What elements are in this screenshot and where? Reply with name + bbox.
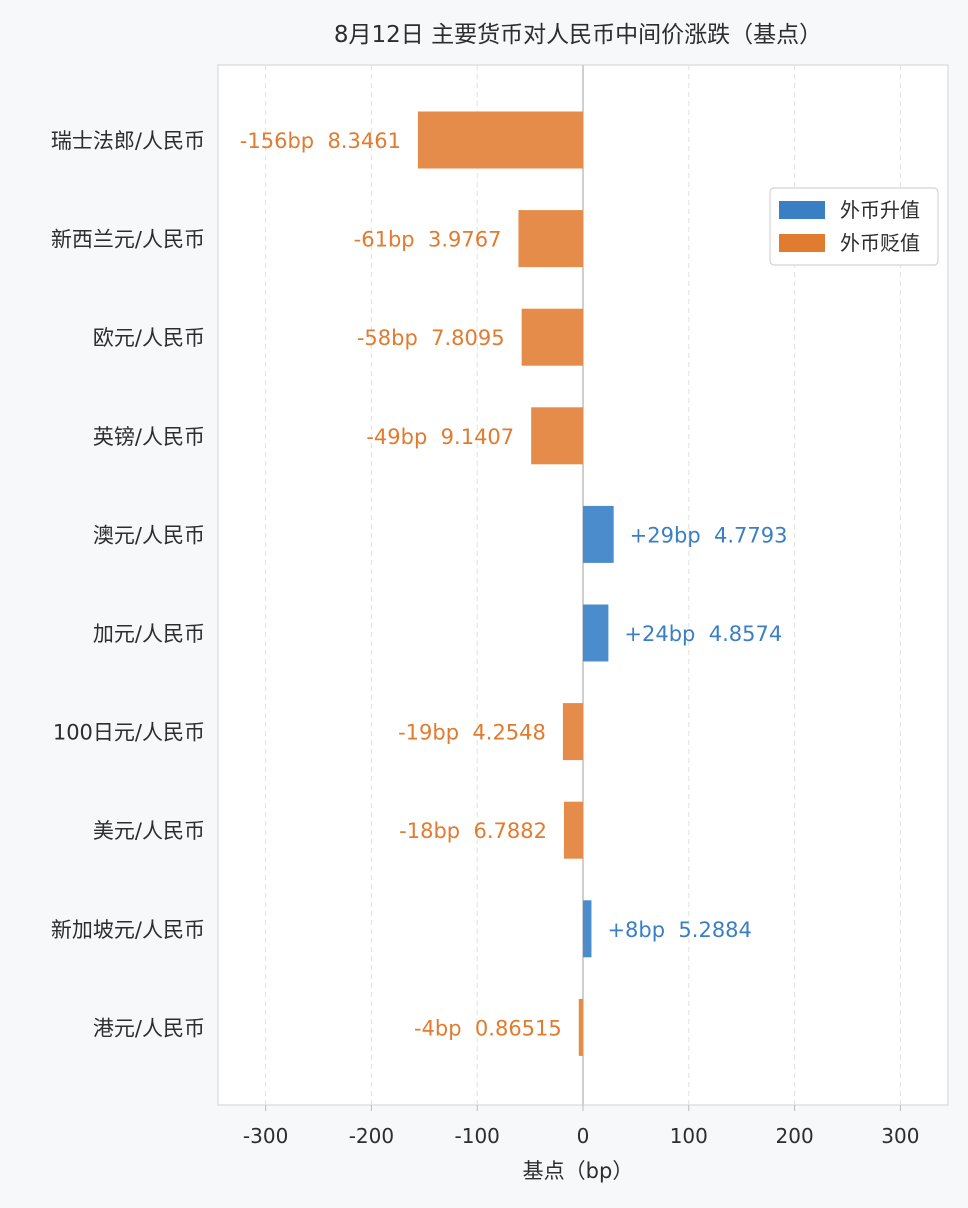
data-labels: -156bp 8.3461 -61bp 3.9767 -58bp 7.8095 -49… — [240, 129, 788, 1040]
bar — [531, 407, 583, 465]
bar — [563, 801, 583, 859]
data-label: +24bp 4.8574 — [624, 622, 782, 646]
data-label: -18bp 6.7882 — [399, 819, 547, 843]
bar — [583, 900, 592, 958]
data-label: -61bp 3.9767 — [354, 228, 502, 252]
data-label: -49bp 9.1407 — [366, 425, 514, 449]
category-label: 新西兰元/人民币 — [51, 228, 205, 252]
category-label: 澳元/人民币 — [93, 523, 205, 547]
x-tick-label: -100 — [455, 1124, 500, 1148]
x-axis-label: 基点（bp） — [523, 1159, 634, 1183]
bar — [417, 111, 583, 169]
x-axis-ticks: -300 -200 -100 0 100 200 300 — [243, 1105, 919, 1148]
data-label: -19bp 4.2548 — [398, 721, 546, 745]
bars — [417, 111, 614, 1056]
x-tick-label: -300 — [243, 1124, 288, 1148]
category-label: 美元/人民币 — [93, 819, 205, 843]
bar — [578, 998, 583, 1056]
legend-swatch — [779, 201, 825, 219]
chart-title: 8月12日 主要货币对人民币中间价涨跌（基点） — [334, 22, 822, 48]
category-label: 英镑/人民币 — [93, 425, 205, 449]
bar — [521, 308, 583, 366]
category-label: 加元/人民币 — [93, 622, 205, 646]
data-label: +29bp 4.7793 — [630, 523, 788, 547]
data-label: -156bp 8.3461 — [240, 129, 401, 153]
x-tick-label: -200 — [349, 1124, 394, 1148]
x-tick-label: 100 — [670, 1124, 708, 1148]
bar — [583, 604, 609, 662]
data-label: -4bp 0.86515 — [414, 1016, 562, 1040]
data-label: -58bp 7.8095 — [357, 326, 505, 350]
legend-label: 外币贬值 — [840, 231, 920, 255]
category-label: 港元/人民币 — [93, 1016, 205, 1040]
data-label: +8bp 5.2884 — [607, 918, 751, 942]
category-label: 瑞士法郎/人民币 — [51, 129, 205, 153]
category-label: 新加坡元/人民币 — [51, 918, 205, 942]
legend-label: 外币升值 — [840, 198, 920, 222]
category-label: 100日元/人民币 — [53, 721, 205, 745]
x-tick-label: 200 — [776, 1124, 814, 1148]
category-label: 欧元/人民币 — [93, 326, 205, 350]
category-labels: 瑞士法郎/人民币新西兰元/人民币欧元/人民币英镑/人民币澳元/人民币加元/人民币… — [51, 129, 205, 1040]
bar — [518, 210, 583, 268]
bar — [562, 703, 583, 761]
legend-swatch — [779, 234, 825, 252]
bar — [583, 505, 614, 563]
x-tick-label: 0 — [577, 1124, 590, 1148]
x-tick-label: 300 — [881, 1124, 919, 1148]
